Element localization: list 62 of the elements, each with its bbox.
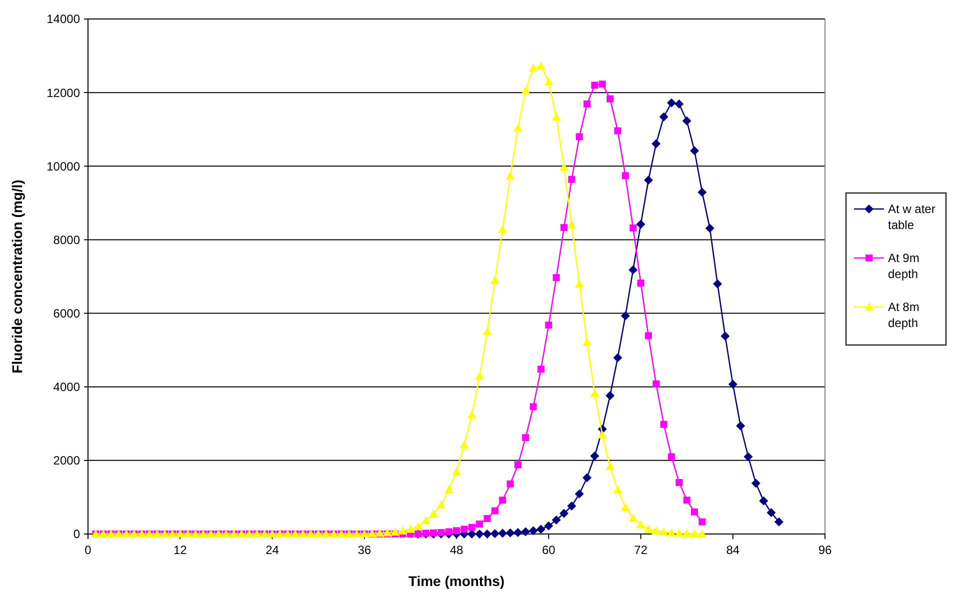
point [744,452,753,462]
point [698,188,707,197]
point [652,139,661,148]
point [774,517,784,526]
point [559,508,568,518]
point [482,530,492,538]
point [736,421,746,430]
point [475,530,484,538]
point [613,353,622,362]
y-tick-label: 10000 [46,159,80,174]
x-tick-label: 48 [450,543,464,557]
point [720,332,730,341]
x-tick-label: 96 [818,543,832,557]
y-tick-label: 6000 [53,306,80,320]
point [544,521,554,530]
point [536,524,546,534]
point [690,146,699,156]
point [513,528,522,538]
point [506,528,515,538]
point [498,528,508,538]
point [567,502,576,511]
point [759,496,768,506]
legend-label: At 9m depth [888,251,920,281]
x-axis-title: Time (months) [408,573,505,589]
point [528,526,538,536]
point [705,224,714,233]
x-tick-label: 0 [84,543,92,557]
point [644,176,653,185]
point [666,98,676,108]
legend-label: At w ater table [888,202,936,232]
y-tick-label: 4000 [53,380,80,394]
y-tick-label: 0 [73,527,80,542]
x-tick-label: 24 [266,543,280,557]
x-tick-label: 36 [358,543,372,557]
y-tick-label: 12000 [46,86,80,100]
point [659,112,668,122]
point [521,527,530,536]
point [590,452,600,461]
point [552,516,561,525]
point [574,489,584,498]
point [728,380,738,389]
point [636,220,646,229]
y-axis-title: Fluoride concentration (mg/l) [9,180,25,374]
point [620,311,630,320]
x-tick-label: 60 [542,543,556,557]
y-tick-label: 2000 [53,454,80,468]
point [490,529,500,538]
y-tick-label: 14000 [46,12,80,26]
point [628,265,638,274]
point [467,530,476,538]
point [674,99,684,108]
point [582,473,592,482]
point [682,116,692,126]
point [713,279,722,288]
x-tick-label: 84 [726,543,740,557]
y-tick-label: 8000 [53,232,80,247]
legend-label: At 8m depth [888,300,920,330]
point [606,391,615,400]
x-tick-label: 72 [634,543,648,557]
x-tick-label: 12 [173,543,188,557]
point [766,508,776,518]
point [751,478,760,488]
